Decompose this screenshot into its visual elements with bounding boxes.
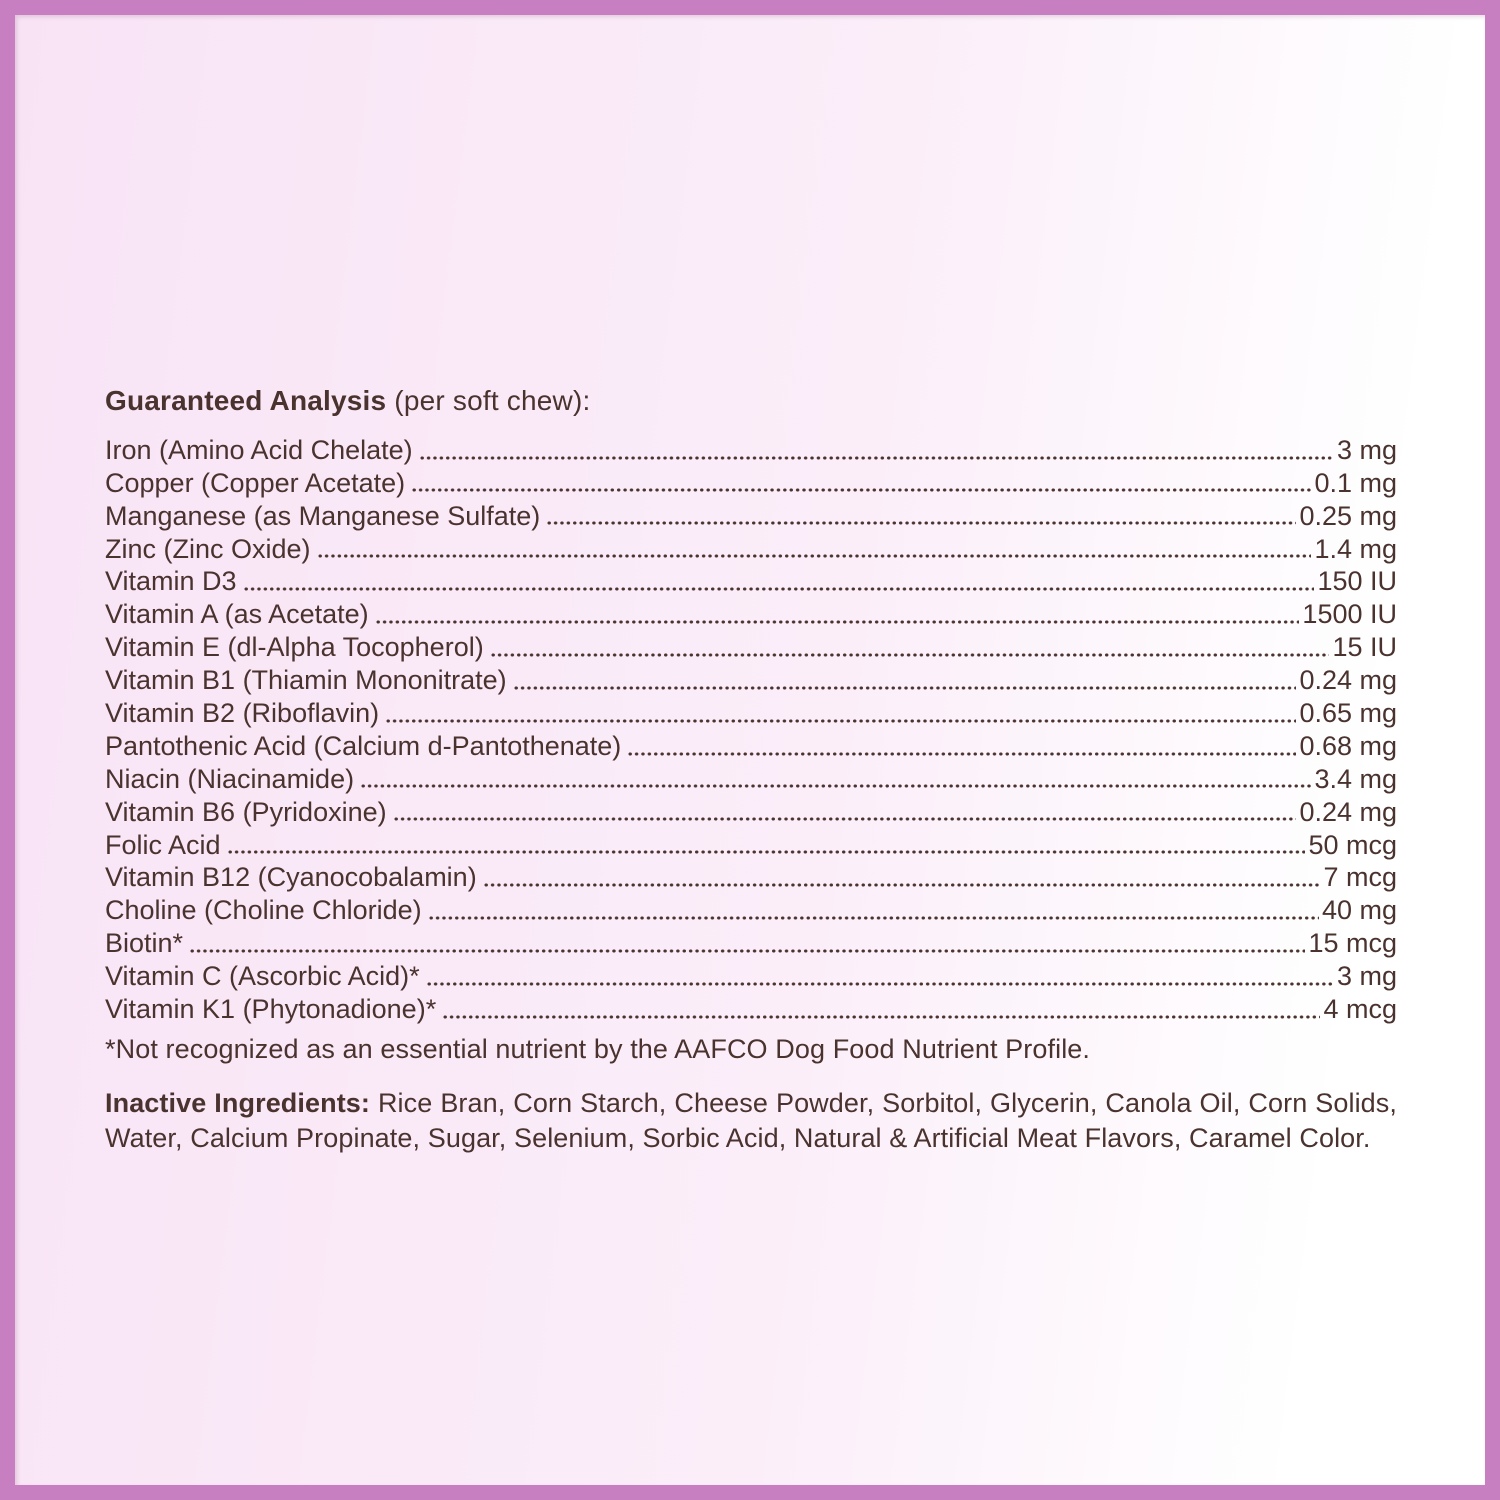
nutrient-value: 3 mg	[1336, 961, 1397, 992]
nutrient-value: 7 mcg	[1323, 862, 1397, 893]
dot-leader	[226, 829, 1306, 861]
analysis-row: Biotin* 15 mcg	[105, 926, 1397, 960]
analysis-row: Folic Acid 50 mcg	[105, 828, 1397, 861]
nutrient-name: Vitamin K1 (Phytonadione)*	[105, 994, 437, 1025]
analysis-row: Vitamin E (dl-Alpha Tocopherol) 15 IU	[105, 630, 1397, 664]
nutrient-name: Vitamin A (as Acetate)	[105, 599, 369, 630]
dot-leader	[482, 862, 1321, 894]
nutrient-value: 0.24 mg	[1299, 665, 1397, 696]
dot-leader	[360, 763, 1312, 795]
nutrient-name: Niacin (Niacinamide)	[105, 763, 355, 794]
nutrient-name: Vitamin B6 (Pyridoxine)	[105, 796, 387, 827]
nutrient-value: 0.25 mg	[1299, 500, 1397, 531]
inactive-ingredients: Inactive Ingredients: Rice Bran, Corn St…	[105, 1086, 1397, 1155]
nutrient-value: 0.1 mg	[1314, 467, 1397, 498]
analysis-row: Manganese (as Manganese Sulfate) 0.25 mg	[105, 499, 1397, 532]
analysis-row: Vitamin B12 (Cyanocobalamin) 7 mcg	[105, 861, 1397, 894]
nutrient-value: 3 mg	[1336, 434, 1397, 465]
nutrient-value: 0.68 mg	[1299, 730, 1397, 761]
analysis-row: Niacin (Niacinamide) 3.4 mg	[105, 762, 1397, 795]
nutrient-name: Manganese (as Manganese Sulfate)	[105, 500, 541, 531]
analysis-row: Vitamin B6 (Pyridoxine) 0.24 mg	[105, 795, 1397, 828]
dot-leader	[242, 566, 1315, 598]
analysis-row: Vitamin K1 (Phytonadione)* 4 mcg	[105, 992, 1397, 1026]
dot-leader	[418, 434, 1334, 466]
analysis-row: Vitamin A (as Acetate) 1500 IU	[105, 597, 1397, 631]
inactive-ingredients-heading: Inactive Ingredients:	[105, 1088, 371, 1119]
dot-leader	[189, 928, 1306, 960]
dot-leader	[425, 961, 1334, 993]
section-title: Guaranteed Analysis (per soft chew):	[105, 385, 1397, 417]
dot-leader	[489, 632, 1330, 664]
dot-leader	[512, 665, 1297, 697]
dot-leader	[427, 895, 1319, 927]
nutrient-name: Vitamin C (Ascorbic Acid)*	[105, 961, 420, 992]
dot-leader	[411, 467, 1312, 499]
dot-leader	[385, 698, 1297, 730]
nutrient-value: 4 mcg	[1323, 994, 1397, 1025]
dot-leader	[392, 796, 1297, 828]
analysis-row: Pantothenic Acid (Calcium d-Pantothenate…	[105, 729, 1397, 762]
nutrient-name: Vitamin B1 (Thiamin Mononitrate)	[105, 665, 507, 696]
dot-leader	[316, 533, 1312, 565]
analysis-row: Vitamin B1 (Thiamin Mononitrate) 0.24 mg	[105, 663, 1397, 697]
dot-leader	[442, 994, 1321, 1026]
section-title-bold: Guaranteed Analysis	[105, 385, 387, 416]
nutrient-name: Copper (Copper Acetate)	[105, 467, 406, 498]
guaranteed-analysis-section: Guaranteed Analysis (per soft chew): Iro…	[105, 385, 1397, 1155]
nutrient-name: Vitamin E (dl-Alpha Tocopherol)	[105, 632, 484, 663]
nutrient-name: Pantothenic Acid (Calcium d-Pantothenate…	[105, 730, 622, 761]
nutrient-value: 1500 IU	[1302, 599, 1397, 630]
nutrient-name: Folic Acid	[105, 829, 221, 860]
nutrient-value: 0.24 mg	[1299, 796, 1397, 827]
nutrient-value: 50 mcg	[1308, 829, 1397, 860]
analysis-table: Iron (Amino Acid Chelate) 3 mg Copper (Cop…	[105, 433, 1397, 1026]
nutrient-name: Choline (Choline Chloride)	[105, 895, 422, 926]
nutrient-name: Biotin*	[105, 928, 184, 959]
analysis-row: Choline (Choline Chloride) 40 mg	[105, 893, 1397, 927]
nutrient-name: Vitamin B12 (Cyanocobalamin)	[105, 862, 477, 893]
analysis-row: Zinc (Zinc Oxide) 1.4 mg	[105, 532, 1397, 565]
nutrient-value: 15 IU	[1332, 632, 1397, 663]
analysis-row: Vitamin C (Ascorbic Acid)* 3 mg	[105, 959, 1397, 993]
inactive-ingredients-text: Rice Bran, Corn Starch, Cheese Powder, S…	[105, 1088, 1397, 1153]
nutrient-value: 0.65 mg	[1299, 698, 1397, 729]
nutrient-value: 150 IU	[1317, 566, 1397, 597]
section-title-suffix: (per soft chew):	[386, 385, 591, 416]
dot-leader	[546, 500, 1297, 532]
nutrient-name: Iron (Amino Acid Chelate)	[105, 434, 413, 465]
nutrient-value: 3.4 mg	[1314, 763, 1397, 794]
nutrient-name: Vitamin D3	[105, 566, 237, 597]
analysis-row: Copper (Copper Acetate) 0.1 mg	[105, 466, 1397, 499]
analysis-row: Vitamin D3 150 IU	[105, 565, 1397, 598]
nutrient-name: Zinc (Zinc Oxide)	[105, 533, 311, 564]
nutrient-value: 15 mcg	[1308, 928, 1397, 959]
aafco-footnote: *Not recognized as an essential nutrient…	[105, 1034, 1091, 1065]
nutrient-value: 40 mg	[1321, 895, 1397, 926]
analysis-row: Iron (Amino Acid Chelate) 3 mg	[105, 433, 1397, 466]
nutrient-value: 1.4 mg	[1314, 533, 1397, 564]
dot-leader	[374, 599, 1300, 631]
dot-leader	[627, 730, 1297, 762]
nutrient-name: Vitamin B2 (Riboflavin)	[105, 698, 380, 729]
analysis-row: Vitamin B2 (Riboflavin) 0.65 mg	[105, 696, 1397, 730]
